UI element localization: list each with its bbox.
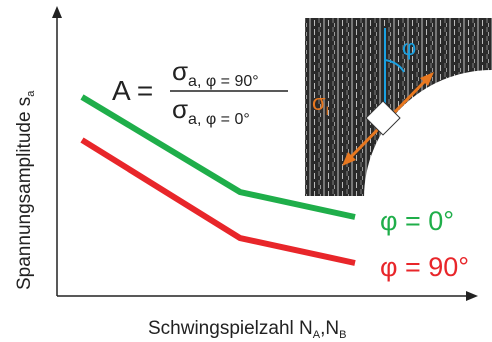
formula: A = σa, φ = 90° σa, φ = 0° <box>112 56 288 128</box>
legend-label: φ = 90° <box>380 252 469 282</box>
formula-lhs: A = <box>112 75 153 106</box>
denominator: σa, φ = 0° <box>172 94 250 128</box>
angle-label: φ <box>402 35 416 60</box>
numerator: σa, φ = 90° <box>172 56 259 90</box>
x-axis-label: Schwingspielzahl NA,NB <box>148 318 346 341</box>
diagram: φ σI Spannungsamplitude sa Schwingspielz… <box>0 0 492 342</box>
legend-label: φ = 0° <box>380 206 454 236</box>
axis-arrow <box>52 6 62 18</box>
y-axis-label: Spannungsamplitude sa <box>14 90 37 290</box>
